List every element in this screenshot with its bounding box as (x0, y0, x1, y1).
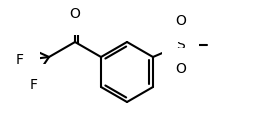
Text: S: S (177, 38, 185, 52)
Text: O: O (176, 62, 186, 76)
Text: O: O (176, 14, 186, 28)
Text: F: F (16, 53, 24, 67)
Text: O: O (70, 7, 81, 21)
Text: F: F (18, 40, 26, 54)
Text: F: F (30, 78, 38, 92)
